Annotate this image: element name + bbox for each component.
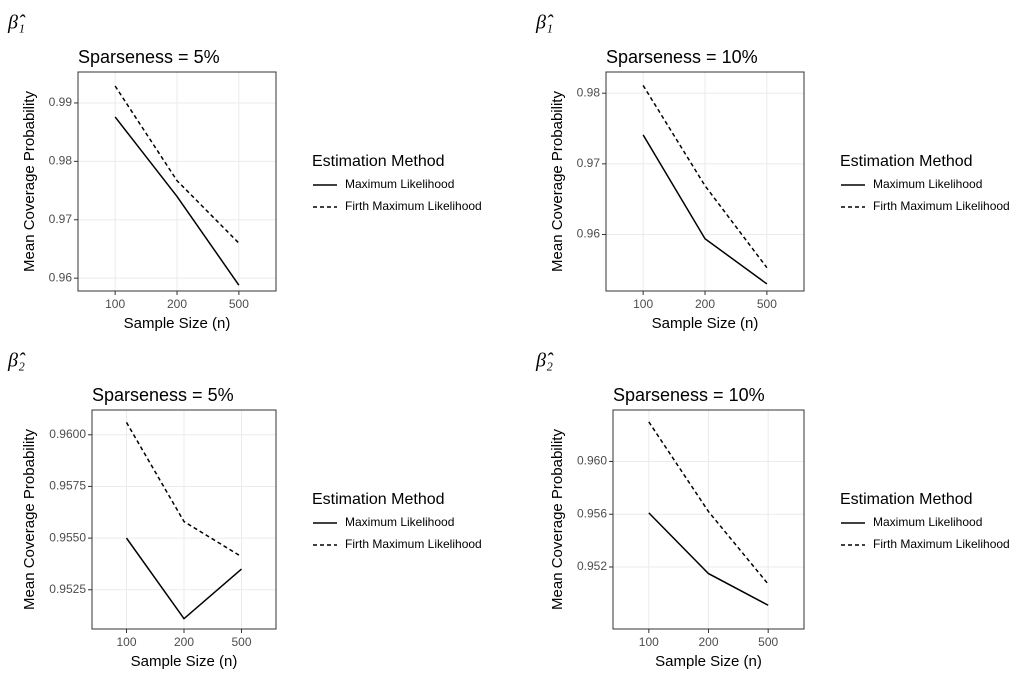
x-tick-label: 500 (229, 297, 249, 311)
y-tick-label: 0.960 (577, 454, 607, 468)
x-tick-label: 100 (633, 297, 653, 311)
legend-label: Firth Maximum Likelihood (345, 537, 482, 551)
x-axis-title: Sample Size (n) (124, 315, 231, 332)
y-tick-label: 0.952 (577, 559, 607, 573)
x-tick-label: 500 (231, 635, 251, 649)
y-tick-label: 0.97 (49, 212, 73, 226)
y-axis-title: Mean Coverage Probability (21, 429, 38, 610)
x-axis-title: Sample Size (n) (131, 653, 238, 670)
x-tick-label: 200 (167, 297, 187, 311)
legend-label: Firth Maximum Likelihood (345, 199, 482, 213)
x-tick-label: 200 (174, 635, 194, 649)
y-tick-label: 0.98 (49, 154, 73, 168)
panel-border (612, 409, 805, 630)
x-tick-label: 500 (757, 297, 777, 311)
panel-border (77, 71, 277, 292)
legend-title: Estimation Method (840, 491, 973, 508)
panel-title: Sparseness = 10% (613, 385, 765, 405)
panel-label: β̂₁ (535, 12, 554, 34)
panel: β̂₁ Sparseness = 5% 0.96 0.97 0.98 0.99 100 200… (7, 12, 482, 332)
panel: β̂₁ Sparseness = 10% 0.96 0.97 0.98 100 200 500… (535, 12, 1010, 332)
series-line (642, 134, 768, 285)
x-axis-title: Sample Size (n) (655, 653, 762, 670)
panel: β̂₂ Sparseness = 5% 0.9525 0.9550 0.9575 0.96… (7, 350, 482, 670)
legend-label: Maximum Likelihood (873, 177, 982, 191)
x-axis-title: Sample Size (n) (652, 315, 759, 332)
legend-label: Maximum Likelihood (345, 515, 454, 529)
y-tick-label: 0.99 (49, 95, 73, 109)
panel-title: Sparseness = 10% (606, 47, 758, 67)
series-line (114, 85, 240, 244)
legend-label: Maximum Likelihood (873, 515, 982, 529)
y-tick-label: 0.9525 (49, 582, 86, 596)
x-tick-label: 100 (105, 297, 125, 311)
y-axis-title: Mean Coverage Probability (21, 91, 38, 272)
x-tick-label: 100 (116, 635, 136, 649)
y-tick-label: 0.96 (577, 227, 601, 241)
series-line (125, 537, 242, 620)
legend-title: Estimation Method (312, 153, 445, 170)
legend-label: Firth Maximum Likelihood (873, 199, 1010, 213)
y-tick-label: 0.97 (577, 156, 601, 170)
series-line (648, 512, 769, 606)
panel-border (605, 71, 805, 292)
panel: β̂₂ Sparseness = 10% 0.952 0.956 0.960 100 200… (535, 350, 1010, 670)
panel-title: Sparseness = 5% (78, 47, 220, 67)
y-tick-label: 0.96 (49, 270, 73, 284)
y-tick-label: 0.9575 (49, 479, 86, 493)
y-axis-title: Mean Coverage Probability (549, 91, 566, 272)
y-axis-title: Mean Coverage Probability (549, 429, 566, 610)
panel-label: β̂₂ (7, 350, 26, 372)
legend-title: Estimation Method (840, 153, 973, 170)
series-line (125, 422, 242, 558)
series-line (648, 421, 769, 585)
series-line (114, 116, 240, 286)
x-tick-label: 200 (698, 635, 718, 649)
x-tick-label: 500 (758, 635, 778, 649)
y-tick-label: 0.98 (577, 85, 601, 99)
x-tick-label: 100 (639, 635, 659, 649)
panel-label: β̂₂ (535, 350, 554, 372)
legend-title: Estimation Method (312, 491, 445, 508)
y-tick-label: 0.9550 (49, 530, 86, 544)
legend-label: Firth Maximum Likelihood (873, 537, 1010, 551)
y-tick-label: 0.9600 (49, 427, 86, 441)
x-tick-label: 200 (695, 297, 715, 311)
panel-title: Sparseness = 5% (92, 385, 234, 405)
panel-border (91, 409, 277, 630)
y-tick-label: 0.956 (577, 506, 607, 520)
legend-label: Maximum Likelihood (345, 177, 454, 191)
panel-label: β̂₁ (7, 12, 26, 34)
